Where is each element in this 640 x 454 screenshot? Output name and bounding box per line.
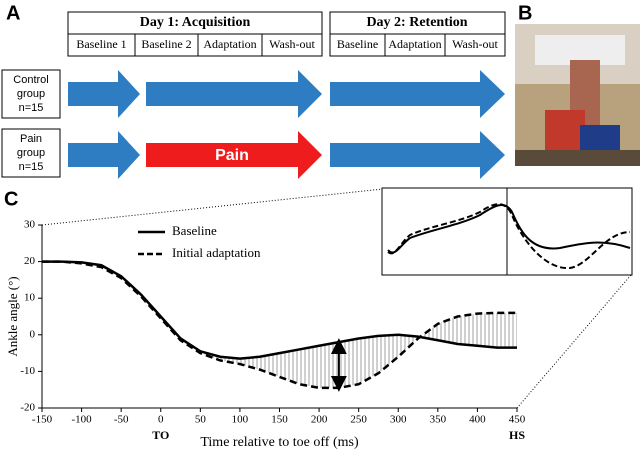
x-tick-label: -100 xyxy=(71,414,92,426)
x-tick-label: 250 xyxy=(350,414,367,426)
group-box xyxy=(1,128,61,178)
phase-label: Adaptation xyxy=(203,37,256,51)
legend-label: Baseline xyxy=(172,223,217,238)
photo xyxy=(515,24,640,166)
x-tick-label: -50 xyxy=(114,414,129,426)
day-title: Day 1: Acquisition xyxy=(140,15,251,30)
arrow xyxy=(330,70,505,118)
y-tick-label: -20 xyxy=(20,402,35,414)
y-tick-label: 30 xyxy=(24,219,36,231)
arrow xyxy=(68,131,140,179)
phase-box xyxy=(261,33,323,57)
x-annotation: HS xyxy=(509,428,525,442)
phase-label: Baseline xyxy=(337,37,378,51)
group-label: n=15 xyxy=(19,161,44,173)
panel-label: B xyxy=(518,2,532,24)
x-tick-label: 450 xyxy=(509,414,526,426)
x-tick-label: -150 xyxy=(32,414,53,426)
phase-label: Baseline 2 xyxy=(141,37,191,51)
group-label: n=15 xyxy=(19,102,44,114)
phase-label: Wash-out xyxy=(269,37,315,51)
phase-box xyxy=(444,33,506,57)
difference-hatch xyxy=(42,261,517,388)
x-tick-label: 400 xyxy=(469,414,486,426)
series-line xyxy=(42,260,517,390)
arrows xyxy=(68,70,505,179)
x-tick-label: 350 xyxy=(430,414,447,426)
phase-label: Adaptation xyxy=(388,37,441,51)
group-box xyxy=(1,69,61,119)
y-tick-label: -10 xyxy=(20,365,35,377)
x-annotation: TO xyxy=(152,428,169,442)
arrow xyxy=(68,70,140,118)
x-tick-label: 300 xyxy=(390,414,407,426)
inset xyxy=(41,187,633,409)
x-tick-label: 50 xyxy=(195,414,207,426)
group-label: group xyxy=(17,147,45,159)
arrow xyxy=(146,70,322,118)
group-label: group xyxy=(17,88,45,100)
group-label: Control xyxy=(13,74,48,86)
phases: Baseline 1 Baseline 2 Adaptation Wash-out Ba… xyxy=(67,33,506,57)
arrow xyxy=(330,131,505,179)
x-tick-label: 100 xyxy=(232,414,249,426)
phase-label: Wash-out xyxy=(452,37,498,51)
y-tick-label: 0 xyxy=(30,328,36,340)
panel-label: C xyxy=(4,188,18,210)
pain-label: Pain xyxy=(215,147,249,164)
group-label: Pain xyxy=(20,133,42,145)
x-tick-label: 0 xyxy=(158,414,164,426)
series-line xyxy=(42,260,517,360)
x-tick-label: 150 xyxy=(271,414,288,426)
phase-label: Baseline 1 xyxy=(76,37,126,51)
legend-label: Initial adaptation xyxy=(172,245,261,260)
groups: Control group n=15 Pain group n=15 xyxy=(13,74,48,173)
panel-label: A xyxy=(6,2,20,24)
y-axis-title: Ankle angle (°) xyxy=(5,276,20,356)
day-title: Day 2: Retention xyxy=(366,15,467,30)
arrow xyxy=(146,131,322,179)
y-tick-label: 10 xyxy=(24,292,36,304)
x-axis-title: Time relative to toe off (ms) xyxy=(200,435,359,450)
y-tick-label: 20 xyxy=(24,255,36,267)
x-tick-label: 200 xyxy=(311,414,328,426)
